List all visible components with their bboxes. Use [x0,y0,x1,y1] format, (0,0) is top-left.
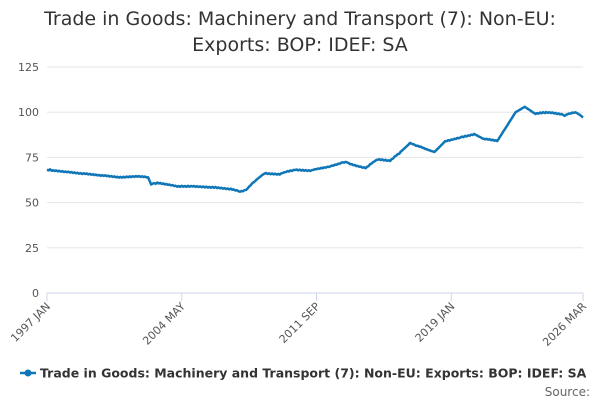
y-tick-label: 0 [32,287,39,300]
x-tick-label: 1997 JAN [8,300,53,345]
y-tick-label: 100 [18,106,39,119]
source-label: Source: [545,385,590,399]
data-line [46,105,584,193]
y-tick-label: 75 [25,151,39,164]
y-tick-label: 50 [25,197,39,210]
legend-label: Trade in Goods: Machinery and Transport … [40,366,587,381]
x-tick-label: 2004 MAY [140,300,188,348]
y-tick-label: 25 [25,242,39,255]
y-tick-label: 125 [18,61,39,74]
x-tick-label: 2011 SEP [277,300,323,346]
chart-title: Trade in Goods: Machinery and Transport … [44,8,556,56]
x-tick-label: 2026 MAR [540,300,589,349]
x-tick-label: 2019 JAN [413,300,458,345]
legend-marker [24,369,32,377]
